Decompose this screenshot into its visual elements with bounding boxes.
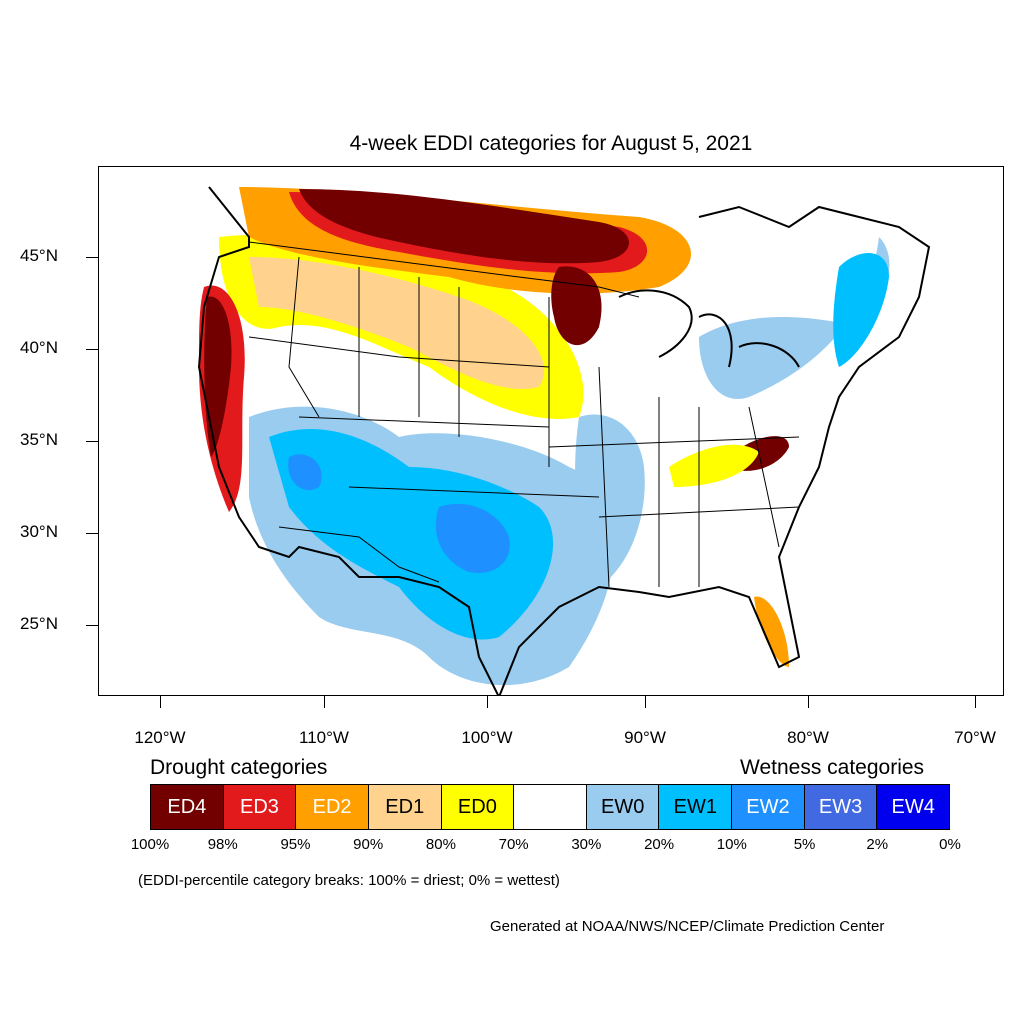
legend-cell-ed4: ED4 [151,785,224,829]
lat-label-25: 25°N [20,614,58,633]
lon-label-70: 70°W [954,728,996,747]
percentile-label: 90% [353,836,384,853]
category-color-bar: ED4 ED3 ED2 ED1 ED0 EW0 EW1 EW2 EW3 EW4 [150,784,950,830]
conus-outline [197,186,931,695]
ed2-region-florida [754,596,789,667]
legend-cell-ed3: ED3 [223,785,297,829]
drought-legend-label: Drought categories [150,756,328,779]
legend-cell-ew0: EW0 [586,785,660,829]
lat-tick [86,349,98,350]
ew1-region-newengland [833,253,889,367]
legend-cell-ed1: ED1 [368,785,442,829]
lon-label-80: 80°W [787,728,829,747]
legend-cell-ew1: EW1 [659,785,733,829]
chart-title: 4-week EDDI categories for August 5, 202… [349,132,753,155]
lon-label-100: 100°W [461,728,513,747]
legend-cell-ew3: EW3 [804,785,878,829]
lat-tick [86,441,98,442]
ew1-region-southwest [269,428,554,640]
legend-cell-ed2: ED2 [296,785,369,829]
lon-tick [160,696,161,708]
ed4-region-north [299,189,629,264]
ew1-region-mississippi [575,414,645,587]
lon-label-120: 120°W [134,728,186,747]
lon-tick [975,696,976,708]
state-lines-b [248,336,800,518]
percentile-label: 20% [644,836,675,853]
lat-tick [86,533,98,534]
legend-cell-ew2: EW2 [732,785,805,829]
ew2-region-southwest [288,454,322,491]
lon-tick [324,696,325,708]
lon-tick [645,696,646,708]
percentile-label: 80% [425,836,456,853]
mexico-border [278,526,440,583]
lon-label-110: 110°W [299,728,349,747]
map-fill-layer [199,187,890,686]
percentile-label: 98% [207,836,238,853]
percentile-label: 0% [939,836,961,853]
percentile-label: 30% [571,836,602,853]
legend-cell-ed0: ED0 [441,785,515,829]
percentile-label: 10% [716,836,747,853]
percentile-label: 95% [280,836,311,853]
lat-tick [86,625,98,626]
percentile-label: 5% [793,836,816,853]
lat-label-40: 40°N [20,338,58,357]
percentile-label: 70% [498,836,529,853]
ed0-region-ohio-valley [669,444,759,487]
percentile-label: 100% [130,836,170,853]
lat-label-30: 30°N [20,522,58,541]
eddi-map [197,186,931,695]
state-lines-a [288,256,780,588]
ew0-region-northeast [699,237,890,399]
canada-border [248,241,640,298]
great-lakes [618,289,800,368]
wetness-legend-label: Wetness categories [740,756,925,779]
legend-cell-neutral [514,785,587,829]
category-note: (EDDI-percentile category breaks: 100% =… [138,872,560,889]
map-panel [98,166,1004,696]
percentile-label: 2% [866,836,889,853]
lat-tick [86,257,98,258]
legend-cell-ew4: EW4 [877,785,950,829]
ed4-region-california [204,296,232,457]
boundary-layer [197,186,931,695]
lat-label-35: 35°N [20,430,58,449]
ew2-region-texas [435,503,510,573]
lat-label-45: 45°N [20,246,58,265]
ed1-region-plains [249,257,545,389]
lon-label-90: 90°W [624,728,666,747]
credit-text: Generated at NOAA/NWS/NCEP/Climate Predi… [490,918,885,935]
lon-tick [487,696,488,708]
lon-tick [808,696,809,708]
